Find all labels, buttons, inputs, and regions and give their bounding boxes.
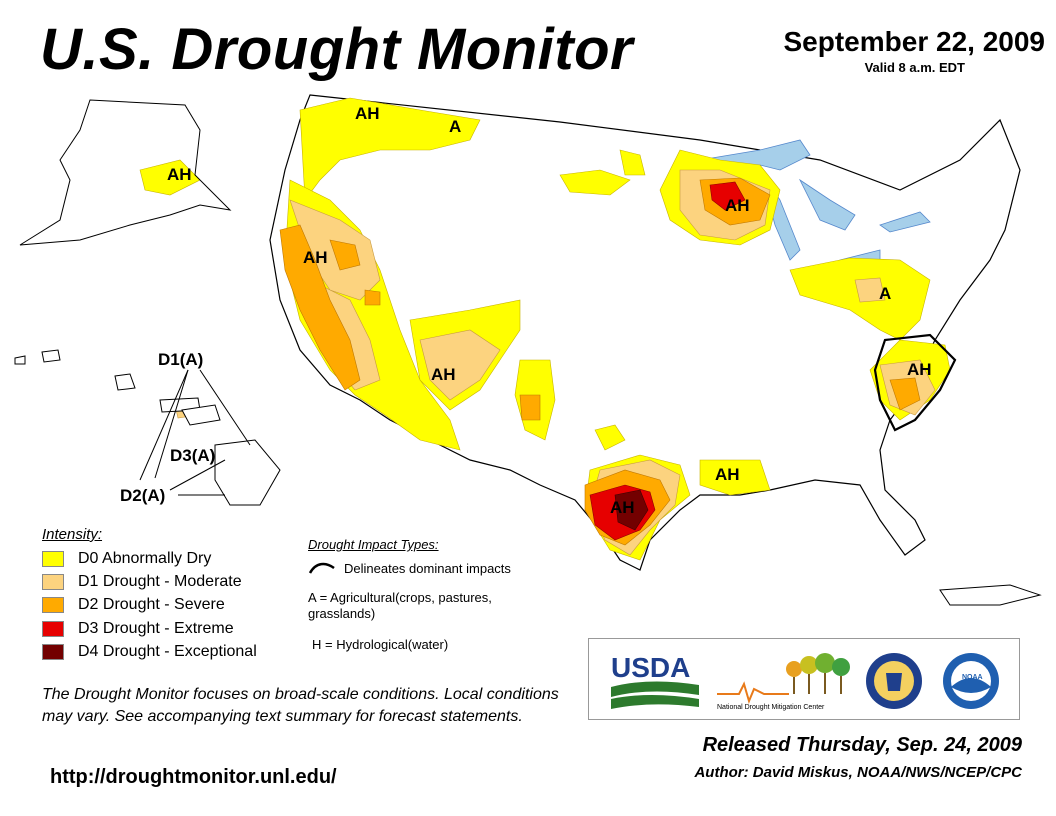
legend-swatch-d2 [42,597,64,613]
website-link[interactable]: http://droughtmonitor.unl.edu/ [50,766,337,788]
impact-label-california: AH [303,248,328,267]
legend-swatch-d4 [42,644,64,660]
legend-label-d2: D2 Drought - Severe [78,596,225,613]
impact-agricultural-text: A = Agricultural(crops, pastures, [308,590,492,605]
usda-logo: USDA [611,652,699,709]
svg-text:National Drought Mitigation Ce: National Drought Mitigation Center [717,704,825,711]
impact-label-ohio-valley: A [879,284,892,303]
legend-item-d2: D2 Drought - Severe [42,595,225,615]
delineation-line-icon [308,562,335,574]
legend-item-d3: D3 Drought - Extreme [42,619,234,639]
legend-label-d4: D4 Drought - Exceptional [78,643,257,660]
impact-label-pacific-nw: AH [355,104,380,123]
release-date: Released Thursday, Sep. 24, 2009 [702,734,1022,756]
impact-delineation-line [873,333,957,432]
ndmc-logo: National Drought Mitigation Center [717,653,850,711]
legend-item-d1: D1 Drought - Moderate [42,572,242,592]
hawaii-callout-lines [139,369,251,496]
map-date: September 22, 2009 [783,26,1046,57]
map-title: U.S. Drought Monitor [40,17,634,82]
drought-map [14,94,1042,606]
legend-item-d4: D4 Drought - Exceptional [42,642,257,662]
legend-title: Intensity: [42,526,103,543]
hawaii-callout-d2: D2(A) [120,486,166,505]
doc-seal-icon [866,653,922,709]
impact-label-wisconsin: AH [725,196,750,215]
impact-label-carolinas: AH [907,360,932,379]
author-credit: Author: David Miskus, NOAA/NWS/NCEP/CPC [694,764,1022,781]
hawaii-callout-d1: D1(A) [158,350,204,369]
svg-text:NOAA: NOAA [962,674,983,681]
noaa-logo: NOAA [943,653,999,709]
hawaii-islands [14,349,281,506]
legend-label-d3: D3 Drought - Extreme [78,620,234,637]
puerto-rico-outline [939,584,1042,606]
impact-delineates-text: Delineates dominant impacts [344,561,511,576]
great-lakes [698,139,931,273]
disclaimer-note: The Drought Monitor focuses on broad-sca… [42,686,559,725]
impact-agricultural-cont: grasslands) [308,606,376,621]
agency-logos-panel: USDA National Drought Mitigation Center [588,638,1020,720]
legend-swatch-d0 [42,551,64,567]
impact-types-title: Drought Impact Types: [308,537,439,552]
valid-time: Valid 8 a.m. EDT [864,60,965,75]
legend-label-d0: D0 Abnormally Dry [78,550,212,567]
impact-label-montana: A [449,117,462,136]
legend-swatch-d1 [42,574,64,590]
impact-label-louisiana: AH [715,465,740,484]
legend-label-d1: D1 Drought - Moderate [78,573,242,590]
impact-label-four-corners: AH [431,365,456,384]
hawaii-callout-d3: D3(A) [170,446,216,465]
svg-text:USDA: USDA [611,652,690,683]
logos-svg: USDA National Drought Mitigation Center [611,652,999,711]
legend-item-d0: D0 Abnormally Dry [42,549,211,569]
impact-label-texas: AH [610,498,635,517]
alaska-outline [19,99,232,246]
d4-areas [614,489,649,531]
impact-label-alaska: AH [167,165,192,184]
impact-hydrological-text: H = Hydrological(water) [312,637,449,652]
legend-swatch-d3 [42,621,64,637]
